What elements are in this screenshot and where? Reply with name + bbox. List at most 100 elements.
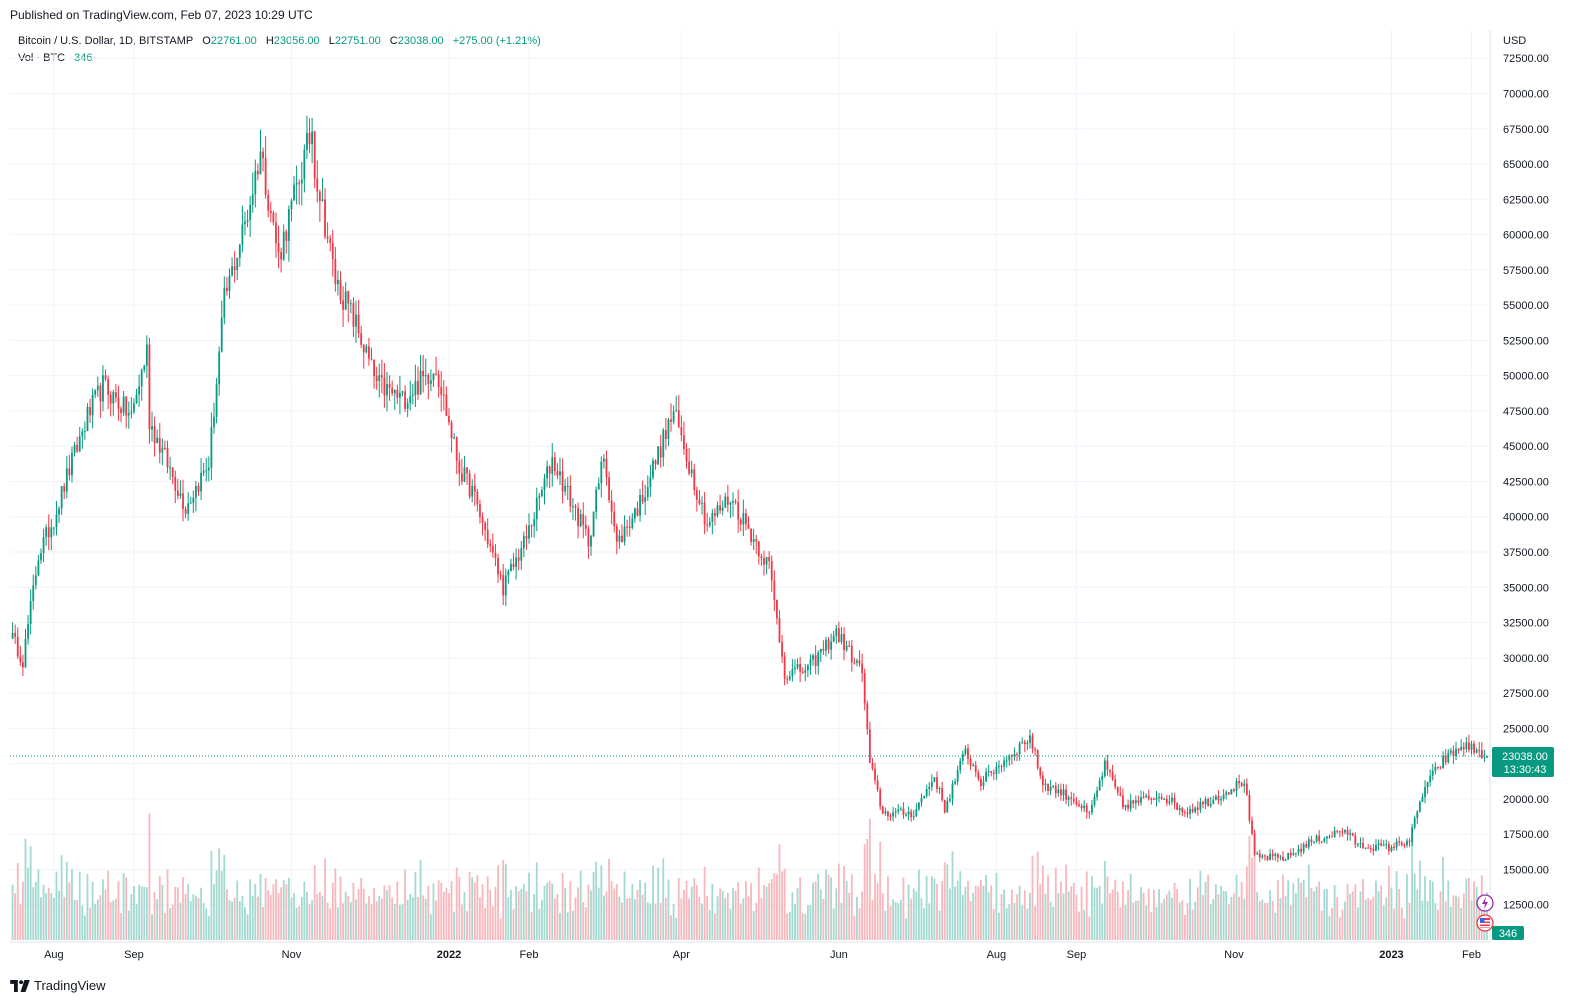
candle-body — [1390, 847, 1393, 851]
candle-body — [269, 210, 272, 214]
volume-bar — [714, 913, 716, 940]
volume-bar — [207, 916, 210, 940]
candle-body — [164, 447, 166, 449]
volume-bar — [868, 818, 871, 940]
tradingview-logo-icon — [10, 979, 30, 992]
candle-body — [850, 645, 853, 663]
volume-bar — [794, 903, 796, 940]
candle-body — [879, 789, 882, 807]
volume-bar — [282, 880, 285, 940]
volume-bar — [760, 898, 763, 940]
volume-bar — [768, 883, 771, 940]
footer-brand[interactable]: TradingView — [10, 978, 106, 993]
volume-bar — [1274, 912, 1277, 940]
volume-bar — [636, 889, 639, 940]
candle-body — [1106, 760, 1109, 770]
candle-body — [1124, 804, 1127, 808]
volume-bar — [19, 904, 22, 940]
volume-bar — [179, 902, 182, 940]
candle-body — [685, 448, 688, 462]
candle-body — [24, 638, 27, 668]
volume-bar — [938, 910, 941, 940]
volume-bar — [672, 903, 675, 940]
price-tag-countdown: 13:30:43 — [1504, 764, 1547, 776]
candle-body — [112, 392, 115, 404]
volume-bar — [1145, 905, 1148, 940]
volume-bar — [695, 885, 698, 940]
volume-bar — [546, 882, 548, 940]
volume-bar — [1096, 887, 1098, 940]
candle-body — [156, 437, 159, 444]
volume-bar — [158, 875, 161, 940]
volume-bar — [1395, 871, 1398, 940]
lightning-icon[interactable] — [1476, 894, 1494, 912]
candle-body — [1240, 783, 1243, 786]
candle-body — [326, 236, 329, 239]
price-tag: 23038.00 13:30:43 — [1492, 747, 1554, 778]
volume-bar — [608, 858, 610, 940]
volume-bar — [295, 907, 298, 940]
open-value: 22761.00 — [210, 35, 257, 47]
volume-bar — [961, 894, 964, 940]
volume-bar — [783, 868, 786, 940]
candle-body — [1103, 760, 1106, 777]
candle-body — [974, 765, 977, 773]
candle-body — [512, 563, 515, 567]
candle-body — [923, 795, 925, 799]
volume-bar — [786, 913, 789, 940]
candle-body — [238, 244, 241, 258]
time-tick-label: Feb — [1462, 949, 1481, 961]
volume-bar — [481, 884, 484, 940]
candle-body — [78, 436, 81, 452]
volume-bar — [1253, 830, 1256, 940]
volume-bar — [1455, 895, 1457, 940]
candle-body — [86, 407, 89, 432]
close-label: C — [389, 35, 398, 47]
volume-bar — [34, 881, 37, 940]
volume-bar — [1036, 851, 1039, 940]
volume-bar — [1315, 886, 1318, 940]
candle-body — [830, 641, 833, 650]
candle-body — [442, 394, 445, 396]
candle-body — [210, 427, 213, 468]
candle-body — [1302, 844, 1305, 852]
volume-bar — [621, 902, 623, 940]
candle-body — [510, 563, 512, 572]
candle-body — [602, 458, 605, 462]
candle-body — [858, 660, 861, 664]
candle-body — [1341, 831, 1344, 833]
volume-bar — [954, 886, 956, 940]
volume-bar — [1199, 870, 1202, 940]
candle-body — [1163, 798, 1166, 800]
candle-body — [1274, 854, 1277, 856]
volume-bar — [662, 858, 665, 940]
candle-body — [961, 753, 964, 761]
volume-bars — [11, 813, 1488, 940]
candle-body — [1264, 855, 1266, 857]
candle-body — [47, 527, 50, 538]
volume-bar — [1307, 864, 1310, 940]
volume-bar — [406, 899, 409, 940]
volume-bar — [1320, 910, 1323, 940]
volume-bar — [804, 914, 807, 940]
flag-us-icon[interactable] — [1476, 914, 1494, 932]
candle-body — [1052, 785, 1055, 787]
candle-body — [303, 149, 306, 180]
candle-body — [1039, 767, 1042, 776]
candle-body — [1036, 750, 1039, 768]
candle-body — [701, 502, 703, 504]
volume-bar — [711, 883, 714, 940]
volume-bar — [1171, 897, 1173, 940]
candle-body — [460, 473, 463, 482]
volume-bar — [1292, 883, 1295, 940]
candle-body — [621, 535, 623, 543]
candle-body — [930, 781, 933, 787]
candle-body — [1426, 782, 1429, 788]
volume-bar — [1021, 905, 1024, 940]
candle-body — [791, 669, 794, 677]
candle-body — [63, 486, 66, 492]
volume-bar — [1103, 860, 1106, 940]
volume-bar — [1251, 857, 1253, 940]
candle-body — [912, 816, 915, 818]
